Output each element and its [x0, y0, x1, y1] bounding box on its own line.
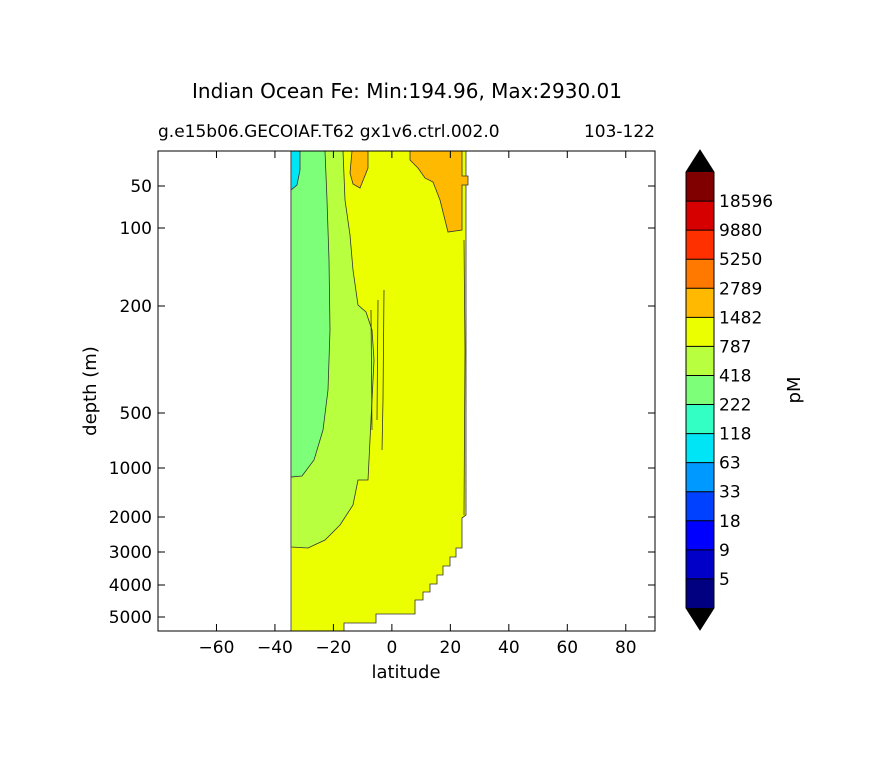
y-tick-label: 4000 [109, 576, 152, 596]
colorbar-segment [686, 433, 714, 463]
region-118-222 [290, 151, 301, 191]
chart-subtitle-left: g.e15b06.GECOIAF.T62 gx1v6.ctrl.002.0 [158, 122, 500, 142]
colorbar: 5 9 18 33 63 118 222 418 787 1482 2789 5250 9880 1859… [685, 149, 773, 631]
colorbar-label: pM [784, 377, 805, 404]
colorbar-tick-label: 33 [719, 483, 741, 503]
chart-subtitle-right: 103-122 [584, 122, 655, 142]
colorbar-tick-label: 1482 [719, 308, 762, 328]
colorbar-segment [686, 375, 714, 405]
colorbar-segment [686, 288, 714, 318]
colorbar-tick-label: 18 [719, 512, 741, 532]
colorbar-segment [686, 172, 714, 202]
colorbar-tick-label: 5250 [719, 250, 762, 270]
colorbar-tick-label: 5 [719, 570, 730, 590]
x-axis-label: latitude [371, 662, 440, 683]
colorbar-tick-label: 118 [719, 425, 751, 445]
colorbar-tick-label: 418 [719, 366, 751, 386]
x-tick-label: −60 [199, 638, 235, 658]
x-tick-label: 0 [386, 638, 397, 658]
colorbar-segment [686, 404, 714, 434]
x-tick-label: 80 [615, 638, 637, 658]
colorbar-segment [686, 462, 714, 492]
colorbar-segment [686, 520, 714, 550]
y-tick-label: 3000 [109, 543, 152, 563]
x-axis-ticks: −60 −40 −20 0 20 40 60 80 [199, 151, 637, 658]
colorbar-segment [686, 549, 714, 579]
y-axis-ticks: 50 100 200 500 1000 2000 3000 4000 5000 [109, 177, 655, 628]
colorbar-segment [686, 317, 714, 347]
contour-streak-3 [370, 309, 373, 431]
region-2789-5250 [409, 151, 469, 233]
y-axis-label: depth (m) [80, 346, 101, 436]
y-tick-label: 5000 [109, 608, 152, 628]
x-tick-label: −40 [257, 638, 293, 658]
colorbar-extend-min [686, 608, 714, 630]
colorbar-tick-label: 9 [719, 541, 730, 561]
x-tick-label: 20 [440, 638, 462, 658]
plot-area [157, 150, 656, 632]
region-418-787 [290, 151, 331, 478]
chart-title: Indian Ocean Fe: Min:194.96, Max:2930.01 [192, 79, 622, 103]
colorbar-segment [686, 230, 714, 260]
plot-frame [157, 150, 656, 632]
x-tick-label: 40 [498, 638, 520, 658]
x-tick-label: −20 [315, 638, 351, 658]
contour-streak-4 [463, 239, 466, 516]
colorbar-tick-label: 2789 [719, 279, 762, 299]
region-2789-5250-small [349, 151, 369, 189]
colorbar-segment [686, 201, 714, 231]
colorbar-tick-label: 18596 [719, 192, 773, 212]
colorbar-tick-label: 222 [719, 396, 751, 416]
colorbar-frame [685, 149, 715, 631]
colorbar-segment [686, 346, 714, 376]
y-tick-label: 2000 [109, 508, 152, 528]
contour-streak-1 [381, 289, 385, 451]
y-tick-label: 200 [120, 297, 152, 317]
y-tick-label: 500 [120, 404, 152, 424]
colorbar-segment [686, 491, 714, 521]
y-tick-label: 100 [120, 219, 152, 239]
contour-streak-2 [376, 299, 379, 421]
x-tick-label: 60 [556, 638, 578, 658]
colorbar-extend-max [686, 150, 714, 172]
y-tick-label: 1000 [109, 459, 152, 479]
colorbar-tick-label: 787 [719, 337, 751, 357]
colorbar-segment [686, 259, 714, 289]
colorbar-tick-label: 9880 [719, 221, 762, 241]
y-tick-label: 50 [130, 177, 152, 197]
colorbar-tick-label: 63 [719, 454, 741, 474]
colorbar-segment [686, 578, 714, 608]
